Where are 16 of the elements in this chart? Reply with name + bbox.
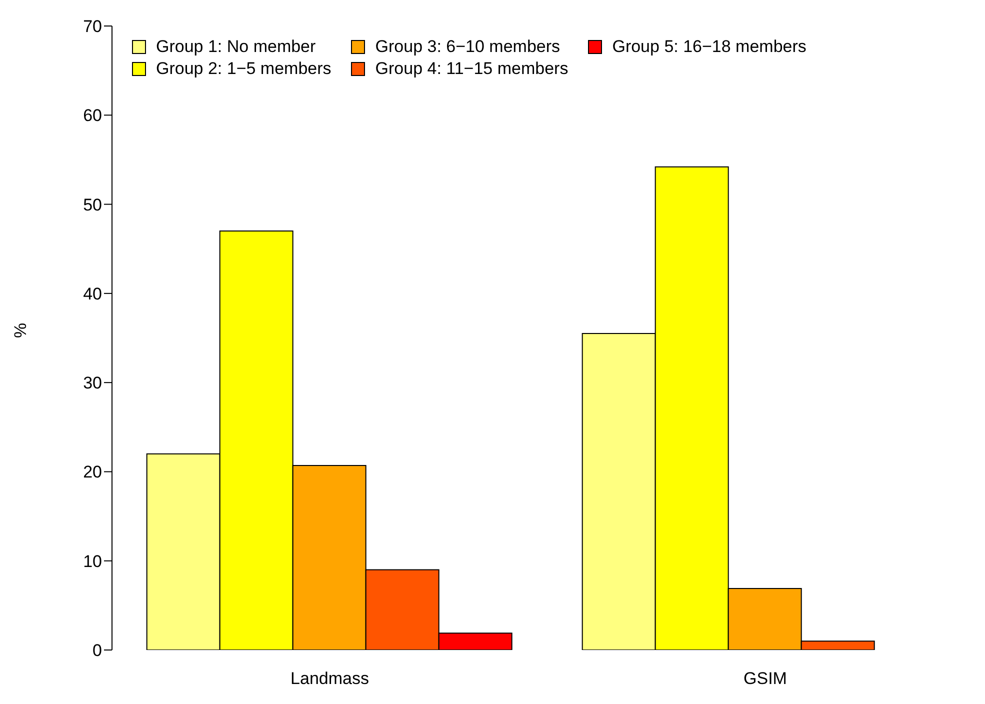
legend-label: Group 1: No member xyxy=(156,37,316,57)
legend-label: Group 2: 1−5 members xyxy=(156,59,332,79)
legend-label: Group 4: 11−15 members xyxy=(375,59,568,79)
y-tick-label: 20 xyxy=(83,462,102,482)
y-axis-title: % xyxy=(11,322,30,338)
y-tick-label: 60 xyxy=(83,106,102,126)
legend-label: Group 3: 6−10 members xyxy=(375,37,560,57)
x-tick-label: Landmass xyxy=(290,669,369,688)
legend-label: Group 5: 16−18 members xyxy=(612,37,806,57)
y-tick-label: 50 xyxy=(83,195,102,214)
y-tick-label: 0 xyxy=(92,641,102,660)
y-tick-label: 30 xyxy=(83,374,102,393)
y-tick-label: 70 xyxy=(83,17,102,36)
x-tick-label: GSIM xyxy=(744,669,787,688)
y-tick-label: 40 xyxy=(83,284,102,304)
y-tick-label: 10 xyxy=(83,552,102,571)
